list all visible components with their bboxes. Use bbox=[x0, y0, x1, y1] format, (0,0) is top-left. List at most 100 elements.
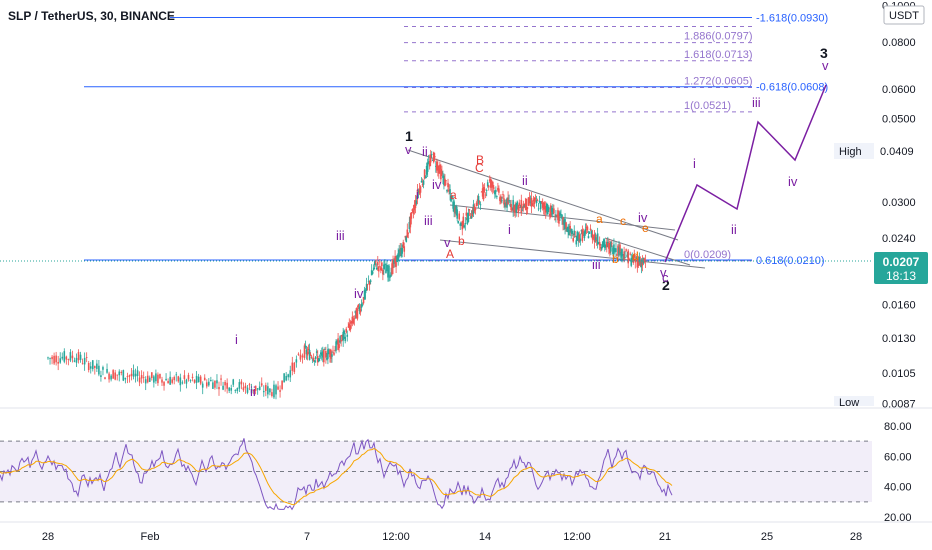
time-axis[interactable]: 28 Feb 7 12:00 14 12:00 21 25 28 bbox=[42, 531, 862, 543]
candle-body bbox=[639, 261, 642, 267]
candle-body bbox=[307, 348, 310, 351]
candle-body bbox=[599, 246, 602, 249]
candle-body bbox=[472, 204, 475, 215]
wave-label: d bbox=[632, 249, 639, 263]
rsi-bands bbox=[0, 440, 872, 503]
candle-body bbox=[319, 352, 322, 355]
candle-body bbox=[341, 335, 343, 337]
candle-body bbox=[613, 244, 615, 255]
candle-body bbox=[580, 230, 583, 232]
candle-body bbox=[549, 213, 551, 216]
candle-body bbox=[344, 336, 347, 342]
wave-label: iv bbox=[788, 174, 798, 189]
candle-body bbox=[369, 280, 372, 283]
candle-body bbox=[450, 195, 452, 202]
candle-body bbox=[559, 212, 561, 216]
candle-body bbox=[495, 189, 497, 193]
candle-body bbox=[424, 177, 427, 179]
candle-body bbox=[470, 216, 473, 219]
wave-label: i bbox=[508, 222, 511, 237]
candle-body bbox=[138, 377, 141, 383]
candle-body bbox=[256, 388, 259, 390]
candle-body bbox=[275, 385, 277, 395]
candle-body bbox=[83, 357, 86, 365]
candle-body bbox=[325, 351, 327, 358]
wave-label: ii bbox=[731, 222, 737, 237]
candle-body bbox=[513, 205, 515, 213]
candle-body bbox=[106, 368, 108, 373]
candle-body bbox=[273, 384, 275, 398]
candle-body bbox=[445, 180, 447, 182]
candle-body bbox=[614, 248, 616, 252]
candle-body bbox=[423, 169, 426, 179]
price-tick-label: 0.0500 bbox=[882, 114, 916, 126]
candle-body bbox=[447, 182, 449, 188]
candle-body bbox=[601, 241, 604, 248]
candle-body bbox=[277, 386, 279, 390]
candle-body bbox=[108, 373, 110, 380]
candle-body bbox=[59, 358, 62, 363]
candle-body bbox=[600, 247, 603, 250]
candle-body bbox=[214, 380, 216, 388]
candle-body bbox=[53, 355, 55, 364]
rsi-axis[interactable]: 80.00 60.00 40.00 20.00 bbox=[884, 421, 912, 524]
candle-body bbox=[335, 341, 337, 351]
candle-body bbox=[321, 353, 323, 356]
candle-body bbox=[408, 222, 411, 229]
candle-body bbox=[500, 196, 502, 203]
current-price: 0.0207 bbox=[883, 255, 920, 269]
candle-body bbox=[625, 249, 627, 251]
candle-body bbox=[414, 199, 417, 209]
countdown: 18:13 bbox=[886, 269, 916, 283]
rsi-tick-label: 20.00 bbox=[884, 512, 912, 524]
candle-body bbox=[339, 336, 341, 343]
candle-body bbox=[116, 374, 119, 376]
candle-body bbox=[96, 363, 98, 369]
candle-body bbox=[216, 380, 218, 384]
rsi-tick-label: 60.00 bbox=[884, 451, 912, 463]
blue-level-label: -0.618(0.0608) bbox=[756, 82, 828, 94]
candle-body bbox=[586, 226, 589, 230]
candle-body bbox=[250, 388, 253, 394]
currency-badge[interactable]: USDT bbox=[889, 10, 919, 22]
candle-body bbox=[525, 198, 528, 211]
candle-body bbox=[328, 352, 330, 354]
candle-body bbox=[410, 212, 413, 219]
wave-label: b bbox=[458, 234, 465, 248]
candle-body bbox=[342, 332, 344, 341]
candle-body bbox=[57, 361, 59, 364]
candle-body bbox=[537, 208, 540, 210]
candle-body bbox=[191, 376, 194, 378]
price-axis[interactable]: 0.10000.08000.06000.05000.03000.02400.01… bbox=[872, 0, 932, 411]
currency-badge-box[interactable] bbox=[883, 5, 925, 25]
candle-body bbox=[593, 234, 596, 243]
candle-body bbox=[425, 165, 428, 175]
candle-body bbox=[453, 201, 455, 213]
candle-body bbox=[337, 338, 339, 350]
candle-body bbox=[512, 200, 514, 211]
price-tick-label: 0.0087 bbox=[882, 399, 916, 411]
candle-body bbox=[406, 229, 409, 238]
candle-body bbox=[359, 309, 362, 313]
candle-body bbox=[415, 200, 418, 204]
wave-label: i bbox=[416, 187, 419, 202]
candle-body bbox=[218, 386, 220, 390]
candle-body bbox=[440, 169, 442, 180]
price-tick-label: 0.0240 bbox=[882, 233, 916, 245]
candle-body bbox=[203, 377, 206, 381]
candle-body bbox=[142, 377, 145, 379]
candle-body bbox=[479, 204, 482, 206]
candle-body bbox=[569, 225, 571, 230]
candle-body bbox=[353, 318, 356, 320]
candle-body bbox=[224, 381, 226, 386]
candle-body bbox=[621, 249, 623, 257]
candle-body bbox=[635, 257, 638, 259]
candle-body bbox=[607, 242, 609, 243]
candle-body bbox=[611, 243, 613, 245]
candle-body bbox=[615, 248, 617, 253]
candle-body bbox=[305, 349, 308, 355]
candle-body bbox=[604, 245, 607, 247]
candle-body bbox=[555, 214, 557, 217]
